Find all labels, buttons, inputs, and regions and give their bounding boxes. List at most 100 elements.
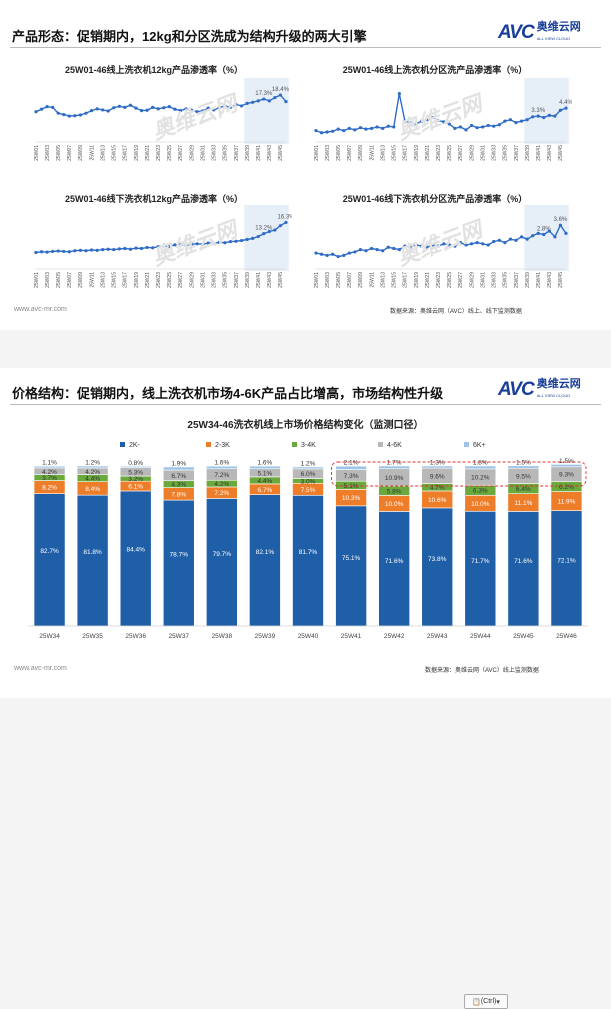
paste-options-button[interactable]: 📋 (Ctrl) ▾ <box>464 994 508 1009</box>
data-point <box>364 127 368 131</box>
chart-online-12kg: 25W01 25W03 25W05 25W07 25W09 25W11 25W13 25W15… <box>34 78 290 161</box>
chart5-title: 25W34-46洗衣机线上市场价格结构变化（监测口径） <box>187 420 424 431</box>
bar-value-label: 9.6% <box>430 473 445 480</box>
data-point <box>486 123 490 128</box>
x-tick-label: 25W13 <box>380 145 386 161</box>
data-point <box>245 237 249 242</box>
data-point <box>62 113 66 117</box>
x-tick-label: 25W03 <box>325 272 331 288</box>
data-point <box>553 114 557 118</box>
x-tick-label: 25W11 <box>369 272 375 288</box>
data-point <box>73 114 77 118</box>
x-tick-label: 25W25 <box>447 145 453 161</box>
data-point <box>408 121 413 125</box>
data-point <box>117 104 121 108</box>
data-point <box>123 246 127 251</box>
data-point <box>347 126 351 130</box>
x-tick-label: 25W35 <box>503 145 509 161</box>
bar-segment <box>162 466 195 471</box>
data-point <box>262 232 266 236</box>
data-point <box>447 122 451 126</box>
data-point <box>106 109 110 113</box>
data-point <box>201 109 205 113</box>
data-point <box>217 240 221 244</box>
data-point <box>206 241 210 245</box>
x-tick-label: 25W29 <box>189 145 195 161</box>
x-tick-label: 25W09 <box>78 272 84 288</box>
x-tick-label: 25W01 <box>34 145 40 161</box>
data-point <box>464 128 468 132</box>
bar-value-label: 9.5% <box>516 473 531 480</box>
data-point <box>564 231 568 235</box>
data-point <box>267 99 271 103</box>
x-tick-label: 25W19 <box>134 145 140 161</box>
data-point <box>481 242 485 246</box>
data-point <box>536 231 540 235</box>
x-tick-label: 25W01 <box>34 272 40 288</box>
data-point <box>558 108 563 112</box>
data-point <box>547 113 551 117</box>
data-point <box>95 107 99 111</box>
x-tick-label: 25W01 <box>314 145 320 161</box>
bar-value-label: 1.6% <box>258 460 273 467</box>
data-point <box>139 109 144 113</box>
bar-value-label: 4.2% <box>42 469 57 476</box>
bar-value-label: 7.2% <box>214 490 229 497</box>
data-point <box>492 239 496 244</box>
data-point <box>536 114 540 118</box>
data-point <box>67 114 71 118</box>
bar-segment <box>335 465 367 470</box>
x-tick-label: 25W07 <box>67 272 73 288</box>
data-point <box>156 107 160 111</box>
data-point <box>212 108 216 112</box>
slide1-divider <box>10 47 601 48</box>
data-point <box>442 120 446 124</box>
paste-options-label: (Ctrl) <box>480 998 497 1005</box>
chart-offline-zoned: 25W01 25W03 25W05 25W07 25W09 25W11 25W13 25W15… <box>314 205 569 288</box>
data-point <box>325 130 329 134</box>
data-point <box>453 244 457 248</box>
x-tick-label: 25W29 <box>469 145 475 161</box>
data-point <box>508 237 513 241</box>
x-tick-label: 25W13 <box>100 145 106 161</box>
x-tick-label: 25W15 <box>112 145 118 161</box>
data-point <box>558 223 563 227</box>
x-tick-label: 25W23 <box>436 145 442 161</box>
data-point <box>145 245 149 250</box>
slide2-title: 价格结构：促销期内，线上洗衣机市场4-6K产品占比增高，市场结构性升级 <box>12 386 444 401</box>
bar-value-label: 10.2% <box>471 475 490 482</box>
data-point <box>228 240 233 244</box>
data-point <box>84 249 88 253</box>
x-tick-label: 25W35 <box>503 272 509 288</box>
data-point <box>353 250 357 254</box>
bar-value-label: 4.4% <box>258 478 273 485</box>
chart-online-zoned: 25W01 25W03 25W05 25W07 25W09 25W11 25W13 25W15… <box>314 78 572 161</box>
x-tick-label: 25W46 <box>556 633 577 640</box>
bar-value-label: 1.3% <box>430 460 445 467</box>
bar-value-label: 4.4% <box>85 476 100 483</box>
x-tick-label: 25W21 <box>145 145 151 161</box>
x-tick-label: 25W41 <box>341 633 362 640</box>
data-point <box>284 99 288 104</box>
bar-segment <box>119 490 152 627</box>
data-point <box>353 128 357 132</box>
x-tick-label: 25W27 <box>178 272 184 288</box>
bar-value-label: 1.1% <box>42 460 57 467</box>
x-tick-label: 25W31 <box>200 272 206 288</box>
avc-logo-text: AVC <box>498 22 535 43</box>
data-point <box>397 92 401 96</box>
bar-value-label: 7.3% <box>344 473 359 480</box>
data-point <box>123 105 127 109</box>
bar-value-label: 71.6% <box>385 558 404 565</box>
data-point <box>78 113 83 117</box>
data-point <box>145 108 149 112</box>
data-point <box>62 249 66 254</box>
data-point <box>234 239 238 243</box>
data-point <box>325 253 329 257</box>
data-point <box>514 121 518 125</box>
data-point <box>486 243 490 247</box>
data-point <box>464 243 468 247</box>
bar-value-label: 7.8% <box>171 491 186 498</box>
x-tick-label: 25W15 <box>112 272 118 288</box>
chart3-title: 25W01-46线下洗衣机12kg产品渗透率（%） <box>64 194 244 204</box>
